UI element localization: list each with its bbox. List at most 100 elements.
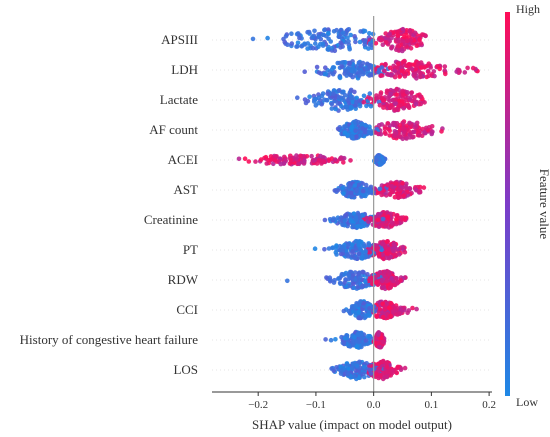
shap-point <box>359 219 364 224</box>
shap-point <box>357 315 362 320</box>
shap-point <box>345 254 351 259</box>
shap-point <box>363 279 368 285</box>
shap-point <box>351 223 356 228</box>
shap-point <box>406 62 412 67</box>
shap-point <box>403 185 409 191</box>
colorbar: High Low Feature value <box>505 2 550 409</box>
shap-point <box>349 68 354 74</box>
shap-point <box>283 33 289 39</box>
shap-point <box>414 306 419 312</box>
shap-point <box>376 367 382 373</box>
shap-point <box>428 65 434 70</box>
shap-point <box>376 361 381 367</box>
shap-point <box>289 31 294 36</box>
shap-point <box>294 156 299 162</box>
shap-point <box>389 45 394 50</box>
shap-point <box>409 66 415 72</box>
shap-point <box>354 218 359 223</box>
shap-point <box>405 90 410 95</box>
shap-point <box>382 130 388 135</box>
shap-point <box>353 255 358 261</box>
shap-point <box>326 30 331 36</box>
shap-point <box>367 367 373 373</box>
shap-point <box>272 157 278 163</box>
shap-point <box>346 100 352 106</box>
shap-point <box>302 158 307 163</box>
shap-point <box>343 69 348 74</box>
shap-point <box>328 39 334 44</box>
shap-point <box>384 71 390 77</box>
beeswarm-points <box>236 26 480 382</box>
shap-point <box>353 246 359 252</box>
shap-point <box>253 159 258 164</box>
shap-point <box>377 102 383 108</box>
feature-label: Lactate <box>160 92 198 107</box>
shap-point <box>356 251 362 256</box>
shap-point <box>390 309 396 315</box>
shap-point <box>349 276 355 281</box>
shap-point <box>366 130 372 135</box>
shap-point <box>418 94 423 99</box>
shap-point <box>422 100 427 105</box>
shap-point <box>313 41 318 46</box>
shap-point <box>345 241 351 247</box>
shap-point <box>326 246 332 251</box>
shap-point <box>412 30 418 36</box>
shap-point <box>298 153 303 159</box>
shap-point <box>368 188 374 194</box>
shap-point <box>380 42 386 47</box>
shap-point <box>322 217 328 223</box>
shap-point <box>358 299 363 304</box>
shap-point <box>414 76 419 81</box>
shap-point <box>398 277 403 283</box>
shap-point <box>334 252 339 257</box>
shap-point <box>325 91 330 96</box>
shap-point <box>334 244 339 249</box>
shap-point <box>337 75 343 81</box>
shap-point <box>350 248 355 254</box>
shap-point <box>407 120 412 126</box>
shap-point <box>373 41 379 46</box>
shap-point <box>437 66 443 72</box>
shap-point <box>342 130 348 135</box>
shap-point <box>360 269 366 275</box>
shap-point <box>322 97 327 102</box>
shap-point <box>385 214 391 219</box>
shap-point <box>335 126 341 132</box>
feature-label: LDH <box>171 62 198 77</box>
shap-point <box>462 70 468 75</box>
shap-point <box>421 185 427 190</box>
shap-point <box>285 278 290 284</box>
shap-point <box>392 74 398 80</box>
shap-point <box>390 188 395 194</box>
shap-point <box>426 69 431 75</box>
shap-point <box>388 91 394 97</box>
shap-point <box>379 65 385 70</box>
shap-point <box>357 39 363 45</box>
shap-point <box>352 34 357 39</box>
shap-point <box>316 34 322 39</box>
shap-point <box>367 96 373 101</box>
feature-label: CCI <box>176 302 198 317</box>
shap-point <box>278 161 284 167</box>
shap-point <box>385 121 391 126</box>
shap-point <box>342 365 348 371</box>
shap-point <box>375 217 381 223</box>
feature-label: RDW <box>168 272 199 287</box>
shap-point <box>380 314 386 320</box>
colorbar-title: Feature value <box>537 169 550 240</box>
shap-point <box>401 126 406 131</box>
shap-point <box>368 371 374 376</box>
shap-point <box>359 121 365 127</box>
shap-point <box>401 92 406 97</box>
x-tick-label: 0.2 <box>482 399 496 411</box>
shap-point <box>392 107 398 113</box>
shap-point <box>394 306 400 311</box>
shap-point <box>340 244 346 249</box>
shap-point <box>360 126 366 131</box>
shap-point <box>339 104 344 109</box>
shap-point <box>287 161 293 166</box>
shap-point <box>350 342 356 348</box>
shap-point <box>389 219 395 225</box>
